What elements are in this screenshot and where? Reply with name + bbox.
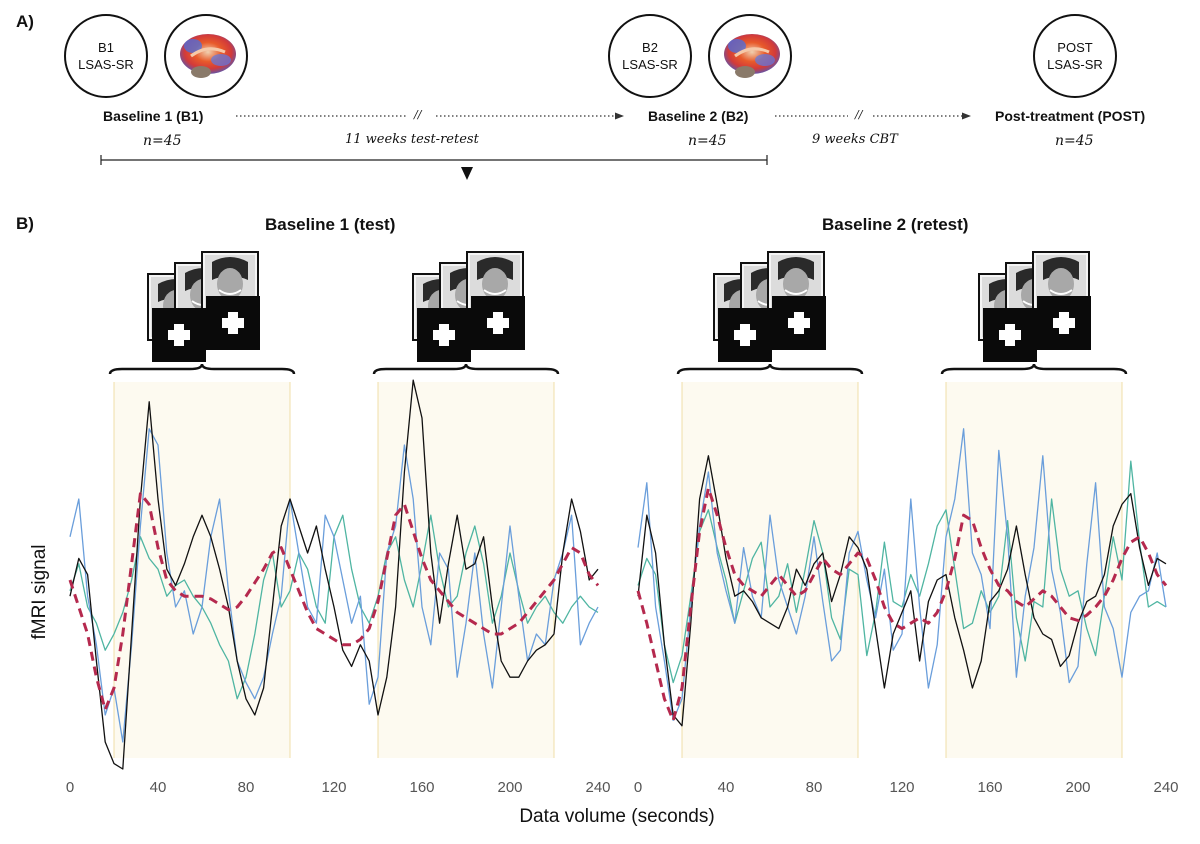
face-block-1-2: [378, 382, 554, 758]
curly-brace: [108, 363, 296, 375]
x-tick-label: 240: [1153, 779, 1178, 796]
x-tick-label: 200: [1065, 779, 1090, 796]
b1-lsas-circle: B1 LSAS-SR: [64, 14, 148, 98]
curly-brace: [940, 363, 1128, 375]
n-b2: n=45: [688, 133, 727, 149]
series-line-green: [637, 460, 1167, 684]
circle-line2: LSAS-SR: [622, 57, 678, 72]
x-tick-label: 0: [634, 779, 642, 796]
x-tick-label: 240: [585, 779, 610, 796]
y-axis-title: fMRI signal: [29, 544, 50, 639]
circle-line1: POST: [1057, 40, 1093, 55]
panel-b-label: B): [16, 214, 34, 233]
curly-brace: [676, 363, 864, 375]
x-tick-label: 40: [718, 779, 735, 796]
run-title-baseline1: Baseline 1 (test): [265, 215, 396, 234]
fixation-cross-icon: [152, 308, 206, 362]
run-title-baseline2: Baseline 2 (retest): [822, 215, 969, 234]
series-line-black: [69, 379, 599, 770]
face-block-2-1: [682, 382, 858, 758]
circle-line2: LSAS-SR: [1047, 57, 1103, 72]
arrowhead-post: [962, 112, 971, 120]
stimulus-stack-2: [412, 251, 525, 362]
fixation-cross-icon: [983, 308, 1037, 362]
curly-brace: [372, 363, 560, 375]
down-arrow: [461, 167, 473, 180]
break-mark-2: //: [855, 108, 863, 121]
fixation-cross-icon: [206, 296, 260, 350]
fixation-cross-icon: [718, 308, 772, 362]
brain-scan-icon: [180, 34, 236, 78]
circle-line1: B2: [642, 40, 658, 55]
series-line-blue: [637, 428, 1167, 722]
n-post: n=45: [1055, 133, 1094, 149]
post-lsas-circle: POST LSAS-SR: [1033, 14, 1117, 98]
fmri-chart: 0 40 80 120 160 200 240 0 40 80 120 160 200 240 fMRI …: [29, 251, 1179, 827]
arrowhead-b2: [615, 112, 624, 120]
x-tick-label: 80: [238, 779, 255, 796]
circle-line2: LSAS-SR: [78, 57, 134, 72]
b1-brain-scan-circle: [164, 14, 248, 98]
panel-a-label: A): [16, 12, 34, 31]
b2-brain-scan-circle: [708, 14, 792, 98]
stimulus-stack-4: [978, 251, 1091, 362]
timepoint-post-label: Post-treatment (POST): [995, 108, 1146, 124]
fixation-cross-icon: [1037, 296, 1091, 350]
face-block-2-2: [946, 382, 1122, 758]
x-tick-label: 200: [497, 779, 522, 796]
timeline-arrows: [100, 112, 971, 180]
timepoint-b2-label: Baseline 2 (B2): [648, 108, 749, 124]
interval-cbt: 9 weeks CBT: [812, 132, 898, 147]
stimulus-stack-1: [147, 251, 260, 362]
x-tick-label: 160: [977, 779, 1002, 796]
fixation-cross-icon: [417, 308, 471, 362]
stimulus-stack-3: [713, 251, 826, 362]
interval-test-retest: 11 weeks test-retest: [345, 132, 479, 147]
fixation-cross-icon: [772, 296, 826, 350]
x-tick-label: 120: [321, 779, 346, 796]
series-line-mean: [68, 492, 600, 712]
x-tick-label: 0: [66, 779, 74, 796]
x-tick-label: 40: [150, 779, 167, 796]
x-tick-label: 160: [409, 779, 434, 796]
x-axis-title: Data volume (seconds): [519, 806, 714, 827]
x-tick-label: 80: [806, 779, 823, 796]
b2-lsas-circle: B2 LSAS-SR: [608, 14, 692, 98]
series-line-mean: [636, 486, 1168, 722]
break-mark-1: //: [414, 108, 422, 121]
series-line-black: [637, 455, 1167, 727]
n-b1: n=45: [143, 133, 182, 149]
brain-scan-icon: [724, 34, 780, 78]
series-line-blue: [69, 428, 599, 743]
circle-line1: B1: [98, 40, 114, 55]
x-tick-label: 120: [889, 779, 914, 796]
timepoint-b1-label: Baseline 1 (B1): [103, 108, 204, 124]
fixation-cross-icon: [471, 296, 525, 350]
